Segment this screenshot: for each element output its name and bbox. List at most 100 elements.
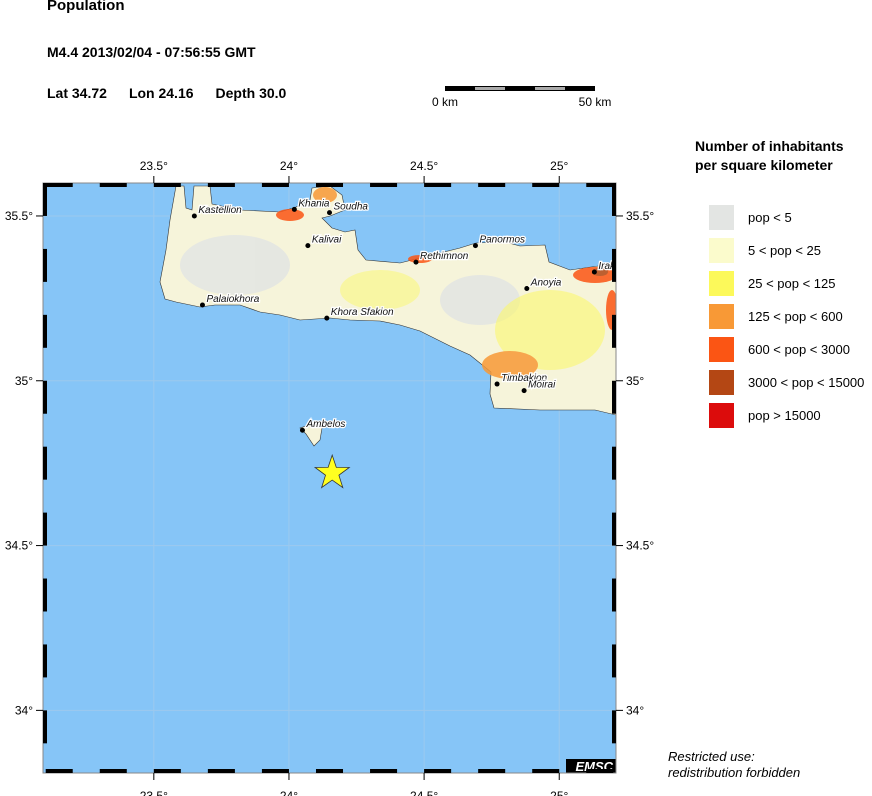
city-dot: [494, 381, 500, 387]
frame-band: [207, 769, 235, 773]
map-frame: [42, 182, 617, 774]
frame-band: [153, 769, 181, 773]
frame-band: [315, 769, 344, 773]
lon-tick-label: 25°: [550, 159, 568, 173]
legend-label: 600 < pop < 3000: [748, 342, 850, 357]
lat-tick-label: 35°: [626, 374, 644, 388]
lat-tick-label: 34.5°: [5, 539, 33, 553]
city-dot: [191, 213, 197, 219]
event-location: Lat 34.72 Lon 24.16 Depth 30.0: [47, 85, 308, 101]
lon-tick-label: 25°: [550, 789, 568, 796]
city-label: Kalivai: [312, 235, 342, 246]
frame-band: [612, 380, 616, 414]
lon-tick-label: 23.5°: [140, 789, 168, 796]
gavdos-island: [299, 423, 323, 447]
restriction-note: Restricted use: redistribution forbidden: [668, 749, 800, 781]
frame-band: [532, 183, 560, 187]
city-label: Moirai: [528, 380, 556, 391]
frame-band: [43, 512, 47, 546]
legend-label: pop < 5: [748, 210, 792, 225]
city-dot: [327, 210, 332, 216]
city-label: Anoyia: [530, 277, 562, 288]
restriction-line2: redistribution forbidden: [668, 765, 801, 780]
frame-band: [99, 183, 127, 187]
city-label: Ambelos: [305, 419, 345, 430]
frame-band: [99, 769, 127, 773]
legend-swatch: [709, 238, 734, 263]
frame-band: [612, 644, 616, 678]
frame-band: [370, 183, 398, 187]
frame-band: [370, 769, 398, 773]
legend-swatch: [709, 304, 734, 329]
frame-band: [45, 183, 73, 187]
city-markers: Kastellion Khania Soudha Kalivai Rethimnon Pa…: [191, 197, 616, 433]
event-info: M4.4 2013/02/04 - 07:56:55 GMT: [47, 44, 256, 60]
lat-tick-label: 35.5°: [5, 209, 33, 223]
legend-swatch: [709, 271, 734, 296]
frame-band: [424, 183, 452, 187]
frame-band: [612, 710, 616, 744]
frame-band: [586, 769, 614, 773]
lat-tick-label: 34.5°: [626, 539, 654, 553]
frame-band: [478, 769, 506, 773]
frame-band: [43, 183, 47, 216]
frame-band: [153, 183, 181, 187]
lon-tick-label: 23.5°: [140, 159, 168, 173]
frame-band: [612, 578, 616, 612]
frame-band: [586, 183, 614, 187]
city-dot: [291, 206, 297, 212]
frame-band: [43, 710, 47, 744]
axis-ticks: 23.5° 23.5° 24° 24° 24.5° 24.5° 25° 25° 35.5° 35.…: [5, 159, 655, 796]
city-dot: [413, 259, 419, 265]
city-dot: [199, 302, 205, 308]
lat-tick-label: 34°: [626, 703, 644, 717]
frame-band: [315, 183, 344, 187]
frame-band: [424, 769, 452, 773]
frame-band: [478, 183, 506, 187]
city-label: Kastellion: [198, 205, 242, 216]
frame-band: [261, 183, 289, 187]
frame-band: [612, 314, 616, 348]
legend-label: 3000 < pop < 15000: [748, 375, 865, 390]
legend-swatch: [709, 337, 734, 362]
frame-band: [43, 446, 47, 480]
map-title: Population: [47, 0, 125, 14]
population-density: [180, 187, 616, 379]
scale-start: 0 km: [432, 95, 458, 109]
city-dot: [521, 388, 527, 394]
legend-swatch: [709, 370, 734, 395]
city-dot: [524, 285, 530, 291]
city-label: Soudha: [334, 202, 369, 213]
frame-band: [43, 314, 47, 348]
city-label: Rethimnon: [420, 251, 469, 262]
legend-label: pop > 15000: [748, 408, 821, 423]
lon-value: Lon 24.16: [128, 85, 194, 101]
lon-tick-label: 24.5°: [410, 159, 438, 173]
frame-band: [612, 512, 616, 546]
city-label: Khania: [298, 198, 330, 209]
city-dot: [591, 269, 597, 275]
lat-tick-label: 34°: [15, 703, 33, 717]
legend-title-line1: Number of inhabitants: [695, 138, 844, 154]
frame-band: [45, 769, 73, 773]
lat-tick-label: 35.5°: [626, 209, 654, 223]
city-label: Khora Sfakion: [331, 307, 394, 318]
frame-band: [43, 248, 47, 282]
lon-tick-label: 24°: [280, 159, 298, 173]
frame-band: [207, 183, 235, 187]
legend-title: Number of inhabitants per square kilomete…: [695, 137, 844, 175]
legend-title-line2: per square kilometer: [695, 157, 833, 173]
lat-value: Lat 34.72: [47, 85, 107, 101]
scale-bar: 0 km 50 km: [432, 86, 611, 109]
lon-tick-label: 24°: [280, 789, 298, 796]
city-dot: [299, 427, 305, 433]
frame-band: [43, 380, 47, 414]
restriction-line1: Restricted use:: [668, 749, 755, 764]
city-dot: [324, 315, 330, 321]
frame-band: [43, 644, 47, 678]
legend-swatch: [709, 403, 734, 428]
frame-band: [43, 578, 47, 612]
epicenter-star-icon: [313, 453, 351, 489]
city-dot: [305, 243, 311, 249]
